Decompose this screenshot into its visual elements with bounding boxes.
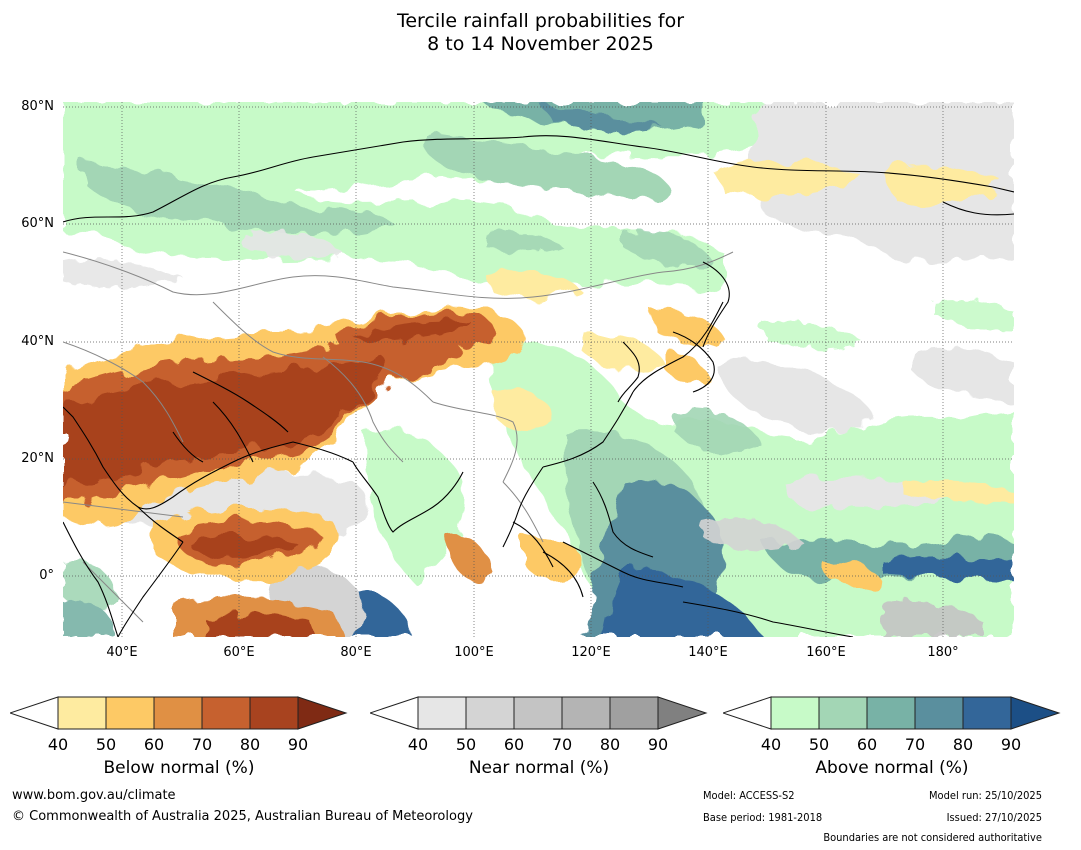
colorbar-below-tick-label: 90 [287, 735, 309, 754]
footer-model-run: Model run: 25/10/2025 [929, 789, 1042, 802]
colorbar-above-tick-label: 40 [760, 735, 782, 754]
colorbar-above-tick-label: 80 [952, 735, 974, 754]
title-line-1: Tercile rainfall probabilities for [396, 10, 685, 32]
colorbar-above-segment [914, 696, 964, 730]
footer-copyright: © Commonwealth of Australia 2025, Austra… [12, 809, 473, 824]
title-line-2: 8 to 14 November 2025 [427, 33, 654, 55]
lon-label-160e: 160°E [806, 645, 846, 660]
probability-shading [63, 102, 1014, 637]
footer-issued: Issued: 27/10/2025 [946, 811, 1042, 824]
colorbar-above-tick-label: 50 [808, 735, 830, 754]
footer-base-period: Base period: 1981-2018 [703, 811, 823, 824]
legend-near-title: Near normal (%) [468, 758, 610, 778]
probability-speckle [63, 230, 1014, 637]
colorbar-near-segment [417, 696, 467, 730]
colorbar-below-tick-label: 50 [95, 735, 117, 754]
colorbar-above-segment [770, 696, 820, 730]
colorbar-near-lower-triangle [370, 696, 419, 730]
lat-label-20n: 20°N [21, 451, 54, 466]
lon-label-100e: 100°E [454, 645, 494, 660]
colorbar-above-ticks: 40 50 60 70 80 90 [723, 736, 1061, 754]
colorbar-above-tick-label: 90 [1000, 735, 1022, 754]
lon-label-140e: 140°E [688, 645, 728, 660]
colorbar-near-segment [609, 696, 659, 730]
lon-label-40e: 40°E [106, 645, 138, 660]
colorbar-below-segment [249, 696, 299, 730]
colorbar-above-segment [866, 696, 916, 730]
map-svg [63, 102, 1014, 637]
probability-map [63, 102, 1014, 637]
legend-below-title: Below normal (%) [103, 758, 255, 778]
colorbar-near-tick-label: 50 [455, 735, 477, 754]
lat-label-80n: 80°N [21, 99, 54, 114]
colorbar-near-segment [465, 696, 515, 730]
colorbar-below-tick-label: 70 [191, 735, 213, 754]
colorbar-below-tick-label: 80 [239, 735, 261, 754]
colorbar-below-ticks: 40 50 60 70 80 90 [10, 736, 348, 754]
colorbar-near [370, 696, 708, 730]
colorbar-near-segment [561, 696, 611, 730]
colorbar-near-upper-triangle [657, 696, 708, 730]
colorbar-near-tick-label: 60 [503, 735, 525, 754]
lat-label-40n: 40°N [21, 334, 54, 349]
lon-label-180: 180° [927, 645, 959, 660]
colorbar-above-tick-label: 60 [856, 735, 878, 754]
colorbar-above-segment [962, 696, 1012, 730]
lat-label-60n: 60°N [21, 216, 54, 231]
colorbar-near-tick-label: 40 [407, 735, 429, 754]
colorbar-near-tick-label: 80 [599, 735, 621, 754]
lon-label-80e: 80°E [340, 645, 372, 660]
colorbar-below-tick-label: 40 [47, 735, 69, 754]
footer-url: www.bom.gov.au/climate [12, 788, 176, 803]
legend-above-title: Above normal (%) [815, 758, 969, 778]
colorbar-below-upper-triangle [297, 696, 348, 730]
coastlines [63, 135, 1014, 637]
country-borders [63, 251, 734, 623]
chart-title: Tercile rainfall probabilities for 8 to … [0, 10, 1081, 56]
colorbar-below-tick-label: 60 [143, 735, 165, 754]
colorbar-below-segment [57, 696, 107, 730]
lat-label-0: 0° [39, 568, 54, 583]
colorbar-below-segment [153, 696, 203, 730]
colorbar-near-tick-label: 70 [551, 735, 573, 754]
colorbar-above [723, 696, 1061, 730]
lon-label-120e: 120°E [571, 645, 611, 660]
footer-boundaries: Boundaries are not considered authoritat… [823, 831, 1042, 844]
graticule [63, 102, 1014, 637]
colorbar-above-segment [818, 696, 868, 730]
colorbar-below [10, 696, 348, 730]
lon-label-60e: 60°E [223, 645, 255, 660]
colorbar-below-lower-triangle [10, 696, 59, 730]
colorbar-near-ticks: 40 50 60 70 80 90 [370, 736, 708, 754]
legend-above-normal: 40 50 60 70 80 90 [723, 694, 1061, 754]
colorbar-above-tick-label: 70 [904, 735, 926, 754]
colorbar-below-segment [105, 696, 155, 730]
legend-near-normal: 40 50 60 70 80 90 [370, 694, 708, 754]
colorbar-below-segment [201, 696, 251, 730]
colorbar-above-lower-triangle [723, 696, 772, 730]
colorbar-near-tick-label: 90 [647, 735, 669, 754]
colorbar-near-segment [513, 696, 563, 730]
legend-below-normal: 40 50 60 70 80 90 [10, 694, 348, 754]
colorbar-above-upper-triangle [1010, 696, 1061, 730]
footer-model: Model: ACCESS-S2 [703, 789, 795, 802]
